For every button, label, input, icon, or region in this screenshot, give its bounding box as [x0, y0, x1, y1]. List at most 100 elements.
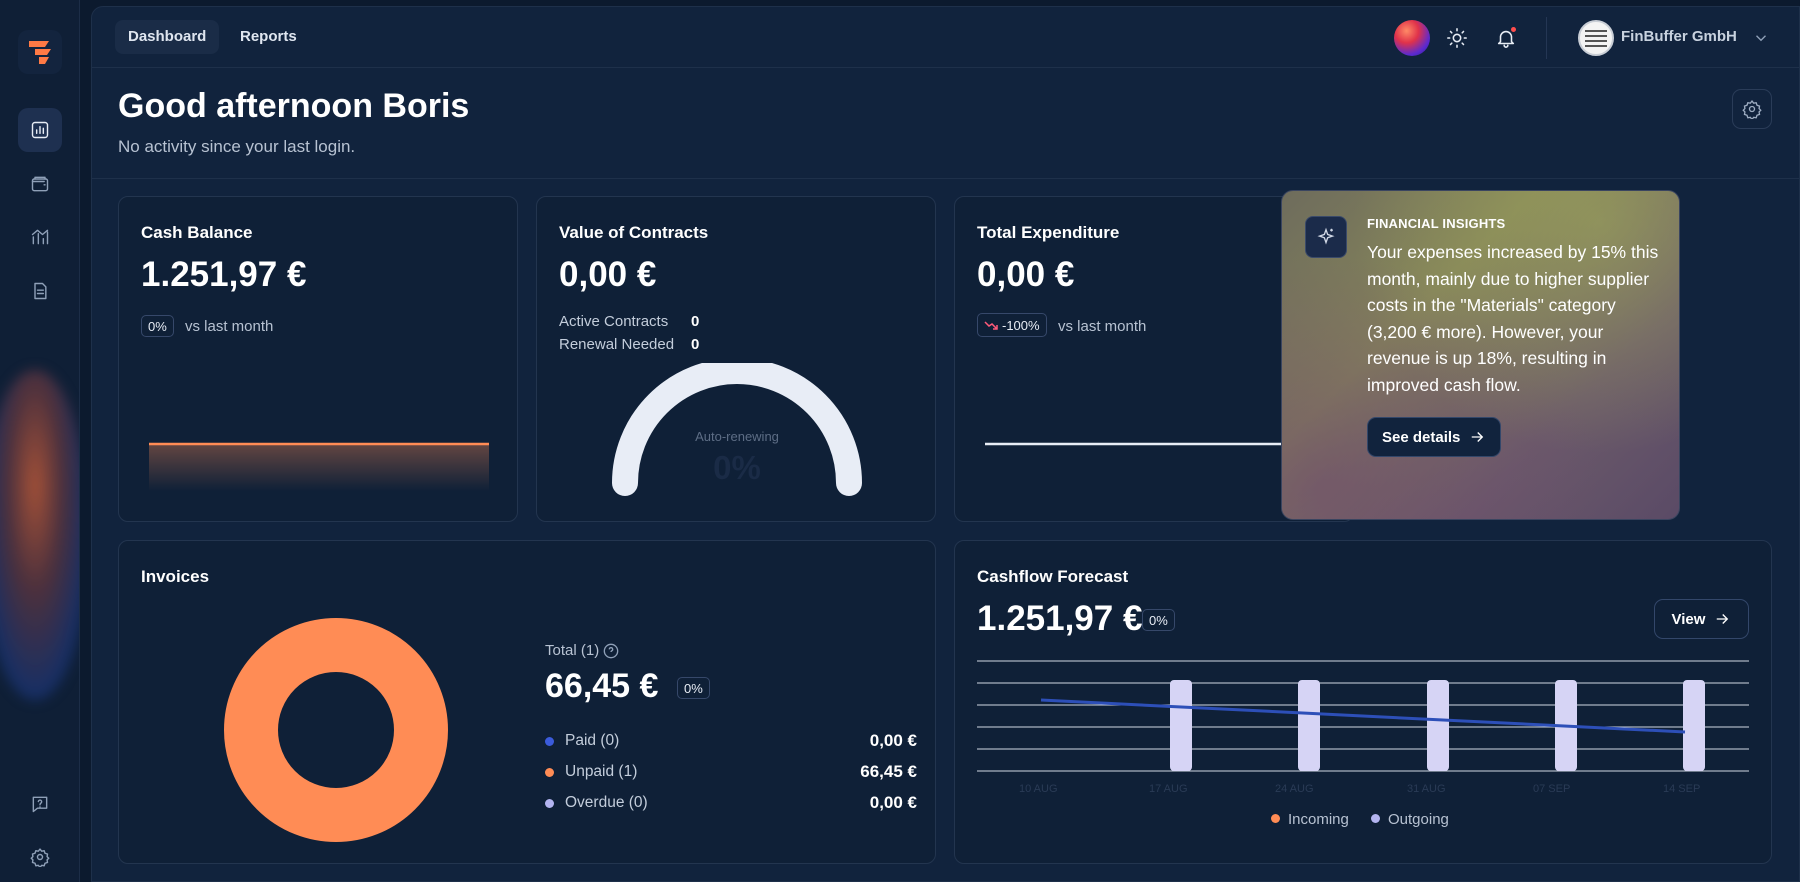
expenditure-sparkline: [985, 442, 1325, 446]
expenditure-value: 0,00 €: [977, 255, 1075, 294]
arrow-right-icon: [1472, 432, 1484, 442]
cash-balance-card[interactable]: Cash Balance 1.251,97 € 0% vs last month: [118, 196, 518, 522]
legend-label: Unpaid (1): [565, 763, 638, 780]
legend-outgoing: Outgoing: [1371, 811, 1449, 828]
card-title: Value of Contracts: [559, 223, 709, 242]
document-icon: [34, 282, 47, 300]
auto-renew-gauge: [612, 363, 862, 496]
card-title: Invoices: [141, 567, 210, 586]
card-title: Total Expenditure: [977, 223, 1120, 242]
assistant-orb-icon[interactable]: [1394, 20, 1430, 56]
chart-icon: [31, 121, 49, 139]
insights-label: FINANCIAL INSIGHTS: [1367, 216, 1506, 231]
company-name[interactable]: FinBuffer GmbH: [1621, 28, 1737, 45]
outgoing-bar: [1170, 680, 1192, 771]
see-details-label: See details: [1382, 428, 1461, 446]
wallet-icon: [31, 176, 49, 192]
active-contracts-count: 0: [691, 313, 700, 330]
x-tick: 24 AUG: [1275, 783, 1314, 795]
change-badge: 0%: [141, 315, 174, 337]
invoice-legend-overdue: Overdue (0) 0,00 €: [545, 793, 917, 815]
sidebar-item-analytics[interactable]: [18, 215, 62, 259]
page-subtitle: No activity since your last login.: [118, 137, 356, 156]
arrow-right-icon: [1717, 614, 1729, 624]
sidebar-item-settings[interactable]: [18, 835, 62, 879]
cashflow-card[interactable]: Cashflow Forecast 1.251,97 € 0% View 10 …: [954, 540, 1772, 864]
unpaid-dot: [545, 768, 554, 777]
view-button[interactable]: View: [1654, 599, 1749, 639]
financial-insights-card: FINANCIAL INSIGHTS Your expenses increas…: [1281, 190, 1680, 520]
renewal-needed-label: Renewal Needed: [559, 336, 675, 353]
outgoing-bar: [1427, 680, 1449, 771]
x-tick: 14 SEP: [1663, 783, 1701, 795]
x-tick: 17 AUG: [1149, 783, 1188, 795]
outgoing-bar: [1683, 680, 1705, 771]
logo-icon: [29, 41, 51, 64]
sun-icon: [1447, 28, 1467, 48]
paid-dot: [545, 737, 554, 746]
outgoing-bar: [1298, 680, 1320, 771]
change-label: vs last month: [1058, 318, 1147, 335]
bell-icon: [1497, 30, 1515, 48]
header-divider: [92, 178, 1799, 179]
x-axis: 10 AUG 17 AUG 24 AUG 31 AUG 07 SEP 14 SE…: [977, 783, 1749, 797]
chevron-down-icon[interactable]: [1752, 29, 1770, 47]
legend-label: Outgoing: [1388, 811, 1449, 828]
page-title: Good afternoon Boris: [118, 87, 470, 125]
incoming-dot: [1271, 814, 1280, 823]
card-title: Cash Balance: [141, 223, 253, 242]
renewal-needed-count: 0: [691, 336, 700, 353]
total-value: 66,45 €: [545, 667, 659, 705]
gear-icon: [1742, 100, 1762, 119]
change-label: vs last month: [185, 318, 274, 335]
analytics-icon: [31, 229, 49, 245]
tab-dashboard[interactable]: Dashboard: [115, 20, 220, 54]
legend-label: Incoming: [1288, 811, 1349, 828]
company-avatar[interactable]: [1578, 20, 1614, 56]
app-logo[interactable]: [18, 30, 62, 74]
x-tick: 07 SEP: [1533, 783, 1571, 795]
sidebar-glow: [0, 370, 79, 700]
legend-amount: 66,45 €: [860, 762, 917, 781]
legend-amount: 0,00 €: [869, 731, 917, 750]
sidebar-item-wallet[interactable]: [18, 162, 62, 206]
invoice-legend-unpaid: Unpaid (1) 66,45 €: [545, 762, 917, 784]
gauge-label: Auto-renewing: [695, 429, 779, 444]
theme-toggle-button[interactable]: [1442, 23, 1472, 53]
dashboard-settings-button[interactable]: [1732, 89, 1772, 129]
notifications-button[interactable]: [1491, 23, 1521, 53]
outgoing-dot: [1371, 814, 1380, 823]
gauge-value: 0%: [713, 449, 761, 486]
gear-icon: [30, 848, 50, 867]
change-badge: 0%: [677, 677, 710, 699]
change-badge: 0%: [1142, 609, 1175, 631]
contracts-card[interactable]: Value of Contracts 0,00 € Active Contrac…: [536, 196, 936, 522]
cashflow-chart: [977, 660, 1749, 772]
legend-incoming: Incoming: [1271, 811, 1349, 828]
invoices-card[interactable]: Invoices Total (1) 66,45 € 0% Paid (0) 0…: [118, 540, 936, 864]
sparkle-icon: [1305, 216, 1347, 258]
legend-label: Paid (0): [565, 732, 620, 749]
sidebar-item-dashboard[interactable]: [18, 108, 62, 152]
change-badge: -100%: [977, 313, 1047, 337]
trend-down-icon: [984, 321, 998, 330]
sidebar-item-help[interactable]: [18, 782, 62, 826]
help-icon: [32, 796, 48, 813]
total-label: Total (1): [545, 642, 600, 659]
sidebar-item-documents[interactable]: [18, 269, 62, 313]
overdue-dot: [545, 799, 554, 808]
divider: [1546, 17, 1547, 59]
sidebar: [0, 0, 80, 882]
tab-reports[interactable]: Reports: [240, 28, 297, 45]
help-circle-icon[interactable]: [603, 643, 619, 659]
x-tick: 31 AUG: [1407, 783, 1446, 795]
view-label: View: [1671, 610, 1706, 628]
cash-balance-sparkline: [149, 442, 489, 491]
trend-line: [1040, 698, 1686, 734]
cash-balance-value: 1.251,97 €: [141, 255, 307, 294]
x-tick: 10 AUG: [1019, 783, 1058, 795]
see-details-button[interactable]: See details: [1367, 417, 1502, 457]
cashflow-value: 1.251,97 €: [977, 599, 1143, 638]
change-value: -100%: [1002, 317, 1040, 333]
active-contracts-label: Active Contracts: [559, 313, 669, 330]
